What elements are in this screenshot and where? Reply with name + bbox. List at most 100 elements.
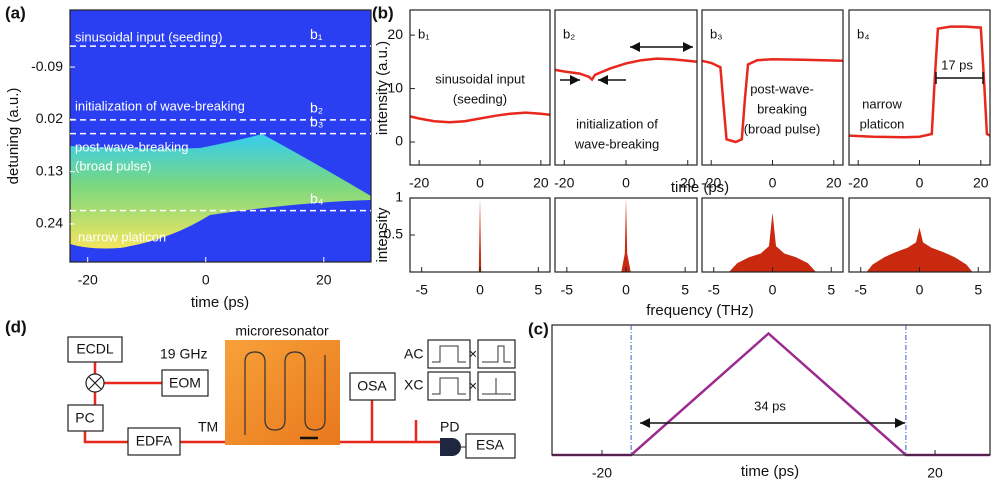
y-axis-label: intensity <box>374 207 391 263</box>
trace-box <box>427 339 471 369</box>
y-tick-label: 0.5 <box>384 226 404 242</box>
bracket <box>935 72 984 84</box>
heatmap-region <box>70 134 371 249</box>
annotation: sinusoidal input (seeding) <box>75 29 222 44</box>
plot-frame <box>69 9 372 263</box>
x-tick-label: -5 <box>561 282 574 298</box>
y-tick-label: 0.13 <box>36 162 63 178</box>
label: 19 GHz <box>160 346 207 362</box>
marker-label: b₄ <box>310 190 324 206</box>
annotation: 34 ps <box>754 398 786 413</box>
x-axis-label: frequency (THz) <box>646 302 754 319</box>
y-tick-label: 0 <box>395 133 403 149</box>
plot-frame <box>409 9 551 166</box>
x-tick-label: 20 <box>826 175 842 191</box>
x-tick-label: -5 <box>415 282 428 298</box>
label: XC <box>404 377 423 393</box>
heatmap-image <box>70 10 371 262</box>
annotation: post-wave-breaking <box>75 139 188 154</box>
node-label: PC <box>75 410 94 426</box>
trace-box <box>477 339 516 369</box>
arrow-head <box>683 42 693 52</box>
x-tick-label: -20 <box>78 272 98 288</box>
coupler-cross <box>88 376 102 390</box>
setup-diagram: (d) ECDL EOM PC EDFA OSA ESA 19 GHz TM m… <box>5 317 516 459</box>
x-tick-label: 0 <box>916 282 924 298</box>
annotation: (broad pulse) <box>75 158 152 173</box>
node-box <box>127 427 181 456</box>
spectrum <box>555 198 697 272</box>
label: × <box>469 346 477 362</box>
annotation: b₁ <box>418 26 430 41</box>
arrow-head <box>640 418 650 428</box>
panel-label: (d) <box>5 317 27 336</box>
y-tick-label: 0.02 <box>36 110 63 126</box>
x-tick-label: 0 <box>476 175 484 191</box>
annotation: initialization of <box>576 116 658 131</box>
x-axis-label: time (ps) <box>191 294 249 311</box>
annotation: sinusoidal input <box>435 71 525 86</box>
arrow-head <box>598 75 608 85</box>
x-tick-label: 20 <box>973 175 989 191</box>
arrow-head <box>895 418 905 428</box>
node-box <box>349 372 396 401</box>
label: AC <box>404 346 423 362</box>
x-tick-label: 0 <box>622 175 630 191</box>
x-tick-label: -5 <box>708 282 721 298</box>
x-tick-label: -20 <box>592 465 612 481</box>
x-tick-label: -20 <box>701 175 721 191</box>
trace <box>432 345 466 363</box>
trace <box>482 378 511 395</box>
y-axis-label: detuning (a.u.) <box>5 88 22 185</box>
plot-frame <box>551 324 991 456</box>
y-tick-label: 10 <box>387 79 403 95</box>
y-tick-label: 20 <box>387 26 403 42</box>
node-label: OSA <box>357 378 387 394</box>
arrow-head <box>630 42 640 52</box>
microresonator-image <box>225 340 340 445</box>
arrow-head <box>570 75 580 85</box>
node-label: EDFA <box>136 433 173 449</box>
node-box <box>67 336 123 363</box>
x-tick-label: 20 <box>680 175 696 191</box>
label: TM <box>198 419 218 435</box>
x-tick-label: -20 <box>848 175 868 191</box>
x-tick-label: 0 <box>476 282 484 298</box>
y-tick-label: -0.09 <box>31 58 63 74</box>
x-tick-label: 0 <box>916 175 924 191</box>
x-tick-label: 5 <box>534 282 542 298</box>
trace <box>432 377 466 395</box>
annotation: wave-breaking <box>574 136 660 151</box>
panel-label: (b) <box>372 3 394 22</box>
marker-label: b₂ <box>310 100 323 116</box>
x-axis-label: time (ps) <box>671 179 729 196</box>
annotation: (broad pulse) <box>744 121 821 136</box>
x-tick-label: 20 <box>316 272 332 288</box>
node-box <box>161 369 209 397</box>
annotation: b₄ <box>857 26 870 41</box>
annotation: b₃ <box>710 26 723 41</box>
marker-label: b₃ <box>310 113 324 129</box>
x-tick-label: 20 <box>927 465 943 481</box>
label: microresonator <box>235 323 329 339</box>
x-tick-label: 0 <box>769 175 777 191</box>
x-tick-label: 5 <box>974 282 982 298</box>
node-label: EOM <box>169 375 201 391</box>
x-tick-label: -20 <box>554 175 574 191</box>
plot-frame <box>848 9 991 166</box>
annotation: narrow platicon <box>78 229 166 244</box>
annotation: b₂ <box>563 26 575 41</box>
x-tick-label: 20 <box>533 175 549 191</box>
y-axis-label: intensity (a.u.) <box>374 41 391 135</box>
annotation: narrow <box>862 96 902 111</box>
x-tick-label: 5 <box>681 282 689 298</box>
photodiode <box>440 438 461 456</box>
trace-box <box>427 371 471 401</box>
label: PD <box>440 419 459 435</box>
spectrum <box>849 227 990 272</box>
node-box <box>465 433 516 459</box>
x-tick-label: 0 <box>622 282 630 298</box>
trace <box>552 331 990 457</box>
x-tick-label: 0 <box>202 272 210 288</box>
x-axis-label: time (ps) <box>741 463 799 480</box>
